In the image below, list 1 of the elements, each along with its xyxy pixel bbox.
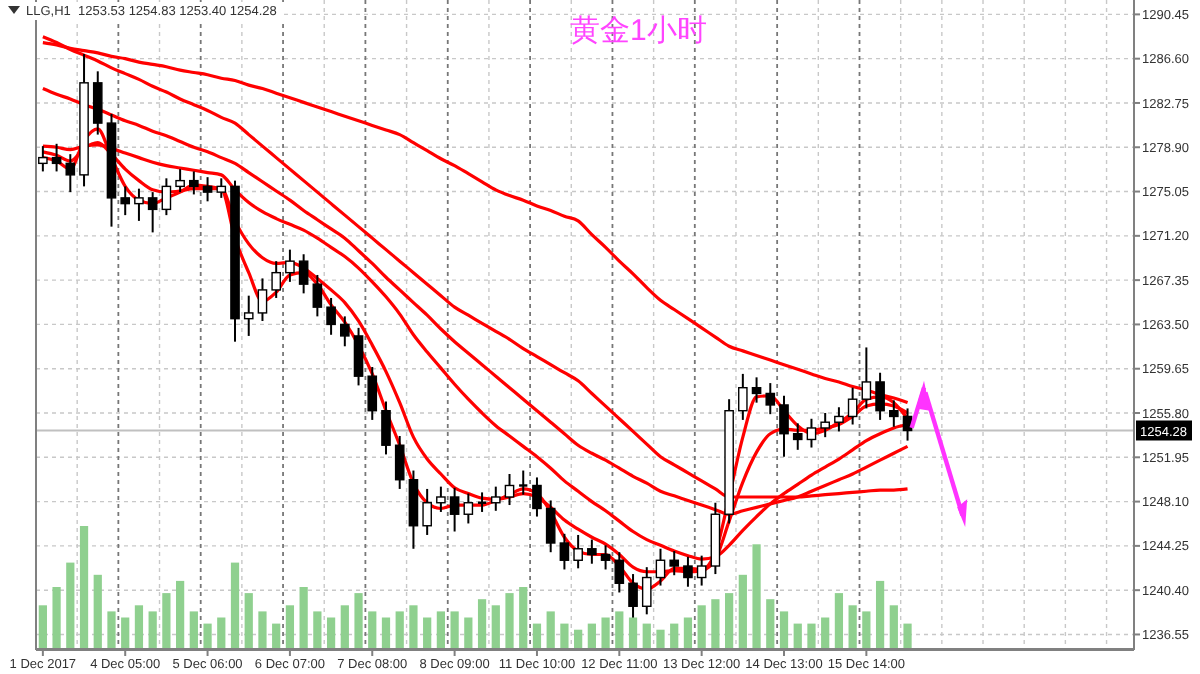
text: 黄金1小时 [570, 14, 707, 48]
